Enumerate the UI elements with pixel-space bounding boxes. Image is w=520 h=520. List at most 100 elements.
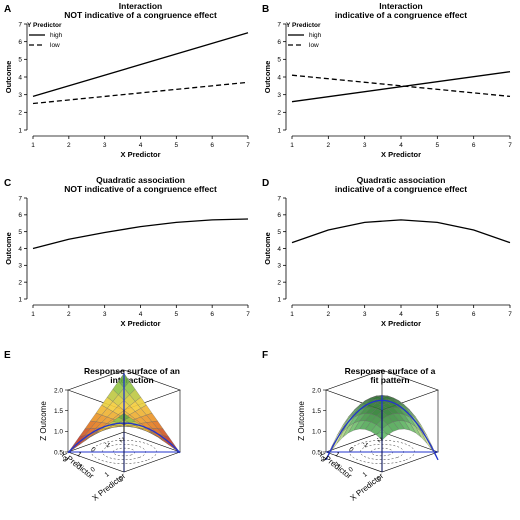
z-tick-label: 1.0: [312, 429, 321, 436]
z-tick-label: 1.0: [54, 429, 63, 436]
x-tick-label: 1: [290, 142, 294, 149]
panel-letter-f: F: [262, 350, 268, 361]
floor-contour: [349, 440, 415, 464]
panel-letter-b: B: [262, 4, 269, 15]
z-tick-label: 1.5: [312, 408, 321, 415]
x-tick-label: 4: [139, 142, 143, 149]
floor-contour: [370, 447, 394, 457]
x-tick-label: 2: [327, 311, 331, 318]
y-tick-label: -1: [102, 440, 111, 449]
y-tick-label: 7: [18, 195, 22, 202]
chart-subtitle-a: NOT indicative of a congruence effect: [64, 10, 217, 20]
legend-title: Y Predictor: [286, 22, 321, 29]
panel-letter-d: D: [262, 178, 269, 189]
x-axis-label: X Predictor: [381, 319, 421, 328]
y-tick-label: 5: [18, 229, 22, 236]
x-tick-label: 7: [508, 142, 512, 149]
x-tick-label: 3: [103, 142, 107, 149]
legend-label-high: high: [50, 32, 63, 39]
x-tick-label: -2: [319, 455, 328, 464]
x-axis-label: X Predictor: [381, 150, 421, 159]
z-axis-label: Z Outcome: [297, 401, 306, 441]
z-axis-label: Z Outcome: [39, 401, 48, 441]
chart-title-c: Quadratic association: [96, 175, 185, 185]
x-tick-label: 2: [67, 311, 71, 318]
chart-title-a: Interaction: [119, 1, 162, 11]
y-tick-label: 5: [277, 57, 281, 64]
chart-subtitle-b: indicative of a congruence effect: [335, 10, 467, 20]
x-tick-label: -1: [75, 460, 84, 469]
chart-subtitle-f: fit pattern: [370, 375, 409, 385]
x-tick-label: 6: [472, 311, 476, 318]
y-tick-label: 6: [277, 212, 281, 219]
x-tick-label: 7: [246, 311, 250, 318]
series-line-high: [291, 71, 511, 103]
x-tick-label: 5: [175, 311, 179, 318]
x-tick-label: 3: [363, 142, 367, 149]
y-tick-label: 1: [333, 451, 340, 459]
x-tick-label: 1: [31, 142, 35, 149]
y-tick-label: 3: [18, 92, 22, 99]
x-tick-label: 5: [436, 142, 440, 149]
y-tick-label: 7: [277, 21, 281, 28]
legend-label-low: low: [309, 42, 319, 49]
x-tick-label: 6: [210, 311, 214, 318]
floor-contour: [91, 440, 157, 464]
x-tick-label: 3: [103, 311, 107, 318]
y-tick-label: 2: [319, 456, 326, 464]
legend-title: Y Predictor: [27, 22, 62, 29]
y-tick-label: 1: [18, 296, 22, 303]
x-tick-label: 1: [103, 471, 110, 479]
floor-contour: [112, 447, 136, 457]
y-tick-label: 3: [18, 263, 22, 270]
chart-subtitle-e: interaction: [110, 375, 153, 385]
y-tick-label: 1: [18, 127, 22, 134]
chart-title-d: Quadratic association: [357, 175, 446, 185]
x-tick-label: 7: [246, 142, 250, 149]
y-tick-label: 2: [277, 279, 281, 286]
series-line-high: [32, 32, 249, 98]
y-axis-label: Outcome: [263, 232, 272, 265]
floor-contour: [359, 443, 405, 461]
y-axis-label: Outcome: [4, 232, 13, 265]
y-axis-label: Outcome: [263, 61, 272, 94]
y-tick-label: 5: [277, 229, 281, 236]
x-tick-label: 2: [67, 142, 71, 149]
series-line-curve: [291, 219, 511, 244]
y-tick-label: 3: [277, 92, 281, 99]
y-tick-label: -1: [360, 440, 369, 449]
chart-title-e: Response surface of an: [84, 366, 180, 376]
y-tick-label: 4: [277, 246, 281, 253]
panel-letter-a: A: [4, 4, 11, 15]
y-tick-label: 2: [18, 110, 22, 117]
z-tick-label: 2.0: [54, 387, 63, 394]
y-tick-label: 2: [61, 456, 68, 464]
x-tick-label: 4: [399, 142, 403, 149]
x-tick-label: 2: [375, 476, 382, 484]
y-tick-label: 3: [277, 263, 281, 270]
y-tick-label: 6: [18, 39, 22, 46]
x-tick-label: 1: [361, 471, 368, 479]
x-tick-label: -1: [333, 460, 342, 469]
y-tick-label: 1: [277, 296, 281, 303]
y-tick-label: 4: [277, 74, 281, 81]
y-tick-label: -2: [374, 435, 383, 444]
chart-subtitle-d: indicative of a congruence effect: [335, 184, 467, 194]
chart-title-f: Response surface of a: [345, 366, 436, 376]
y-tick-label: 2: [18, 279, 22, 286]
x-tick-label: 7: [508, 311, 512, 318]
y-tick-label: 7: [277, 195, 281, 202]
x-tick-label: 2: [117, 476, 124, 484]
x-tick-label: 1: [31, 311, 35, 318]
x-tick-label: 1: [290, 311, 294, 318]
x-tick-label: 4: [399, 311, 403, 318]
y-tick-label: 1: [75, 451, 82, 459]
series-line-curve: [32, 218, 249, 250]
x-axis-label: X Predictor: [120, 319, 160, 328]
y-tick-label: 0: [347, 446, 354, 454]
floor-contour: [101, 443, 147, 461]
series-line-low: [32, 81, 249, 105]
x-axis-label: X Predictor: [120, 150, 160, 159]
y-axis-label: Outcome: [4, 61, 13, 94]
